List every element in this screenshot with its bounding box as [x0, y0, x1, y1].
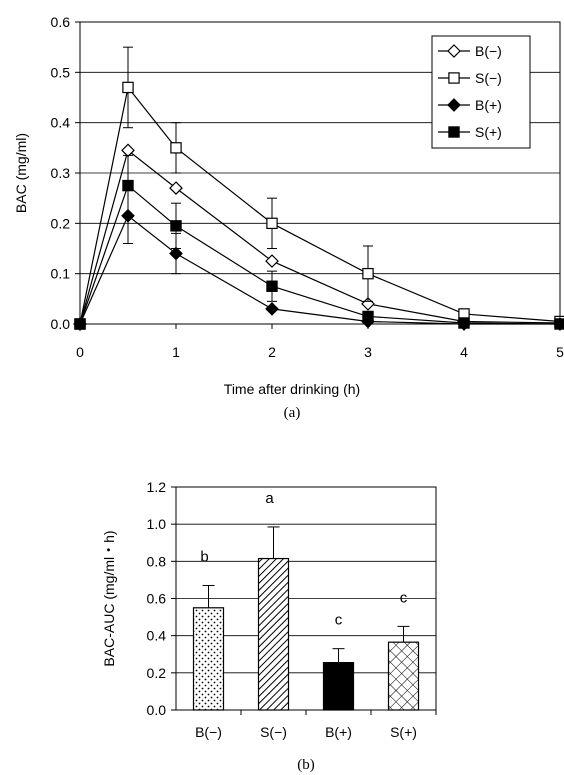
series [74, 144, 564, 330]
y-tick-label: 1.0 [147, 516, 167, 532]
x-tick-label: B(+) [325, 724, 352, 740]
bar-item: c [324, 612, 354, 710]
y-tick-label: 0.5 [51, 64, 71, 80]
y-tick-label: 0.4 [147, 628, 167, 644]
x-tick-labels: 0 1 2 3 4 5 [76, 344, 564, 360]
x-tick-label: 5 [556, 344, 564, 360]
y-tick-label: 0.2 [51, 215, 71, 231]
bar [259, 559, 289, 710]
data-point [449, 73, 459, 83]
legend-label: B(+) [475, 97, 502, 113]
data-point [122, 144, 134, 156]
x-axis-label: Time after drinking (h) [224, 381, 360, 397]
data-point [123, 82, 133, 92]
x-tick-label: S(+) [390, 724, 417, 740]
legend-label: S(−) [475, 70, 502, 86]
chart-caption: (a) [284, 405, 301, 421]
data-point [449, 127, 459, 137]
significance-label: a [265, 490, 274, 507]
data-point [266, 255, 278, 267]
y-tick-label: 0.0 [51, 316, 71, 332]
y-axis-label: BAC (mg/ml) [13, 133, 29, 213]
significance-label: c [335, 612, 343, 629]
data-point [267, 218, 277, 228]
y-tick-label: 0.0 [147, 702, 167, 718]
bar-group: b a c c [194, 490, 419, 710]
x-tick-label: 2 [268, 344, 276, 360]
x-tick-label: 1 [172, 344, 180, 360]
bar-chart: b a c c 0.0 0.2 0.4 0.6 0.8 1.0 1.2 B(−) S(−) B(+) S… [101, 479, 436, 773]
y-tick-label: 0.2 [147, 665, 167, 681]
bar [389, 642, 419, 710]
line-chart: 0.0 0.1 0.2 0.3 0.4 0.5 0.6 0 1 2 3 4 5 B(−) S(−) B(+… [13, 14, 564, 421]
data-point [123, 180, 133, 190]
y-tick-label: 0.6 [51, 14, 71, 30]
series-line [80, 150, 560, 324]
data-point [363, 311, 373, 321]
bar-item: b [194, 548, 224, 710]
legend-label: S(+) [475, 124, 502, 140]
x-tick-label: S(−) [260, 724, 287, 740]
data-point [266, 303, 278, 315]
series [75, 155, 564, 329]
y-tick-label: 1.2 [147, 479, 167, 495]
x-tick-label: 4 [460, 344, 468, 360]
significance-label: c [400, 589, 408, 606]
y-tick-label: 0.8 [147, 553, 167, 569]
y-tick-labels: 0.0 0.2 0.4 0.6 0.8 1.0 1.2 [147, 479, 167, 718]
data-point [267, 281, 277, 291]
series-line [80, 186, 560, 324]
y-tick-label: 0.6 [147, 591, 167, 607]
data-point [555, 319, 564, 329]
x-tick-labels: B(−) S(−) B(+) S(+) [195, 724, 417, 740]
chart-caption: (b) [297, 757, 315, 773]
x-tick-label: B(−) [195, 724, 222, 740]
series [74, 188, 564, 330]
series-line [80, 216, 560, 324]
y-tick-label: 0.3 [51, 165, 71, 181]
significance-label: b [200, 548, 208, 565]
data-point [363, 269, 373, 279]
bar [324, 663, 354, 710]
data-point [171, 221, 181, 231]
data-point [171, 143, 181, 153]
y-tick-label: 0.4 [51, 115, 71, 131]
data-point [170, 182, 182, 194]
y-tick-label: 0.1 [51, 266, 71, 282]
legend: B(−) S(−) B(+) S(+) [432, 36, 530, 148]
data-point [459, 318, 469, 328]
data-point [75, 319, 85, 329]
bar-item: c [389, 589, 419, 710]
x-tick-label: 3 [364, 344, 372, 360]
y-tick-labels: 0.0 0.1 0.2 0.3 0.4 0.5 0.6 [51, 14, 71, 332]
x-tick-label: 0 [76, 344, 84, 360]
y-axis-label: BAC-AUC (mg/ml・h) [101, 530, 117, 666]
data-point [170, 248, 182, 260]
bar-item: a [259, 490, 289, 710]
legend-label: B(−) [475, 43, 502, 59]
bar [194, 608, 224, 710]
